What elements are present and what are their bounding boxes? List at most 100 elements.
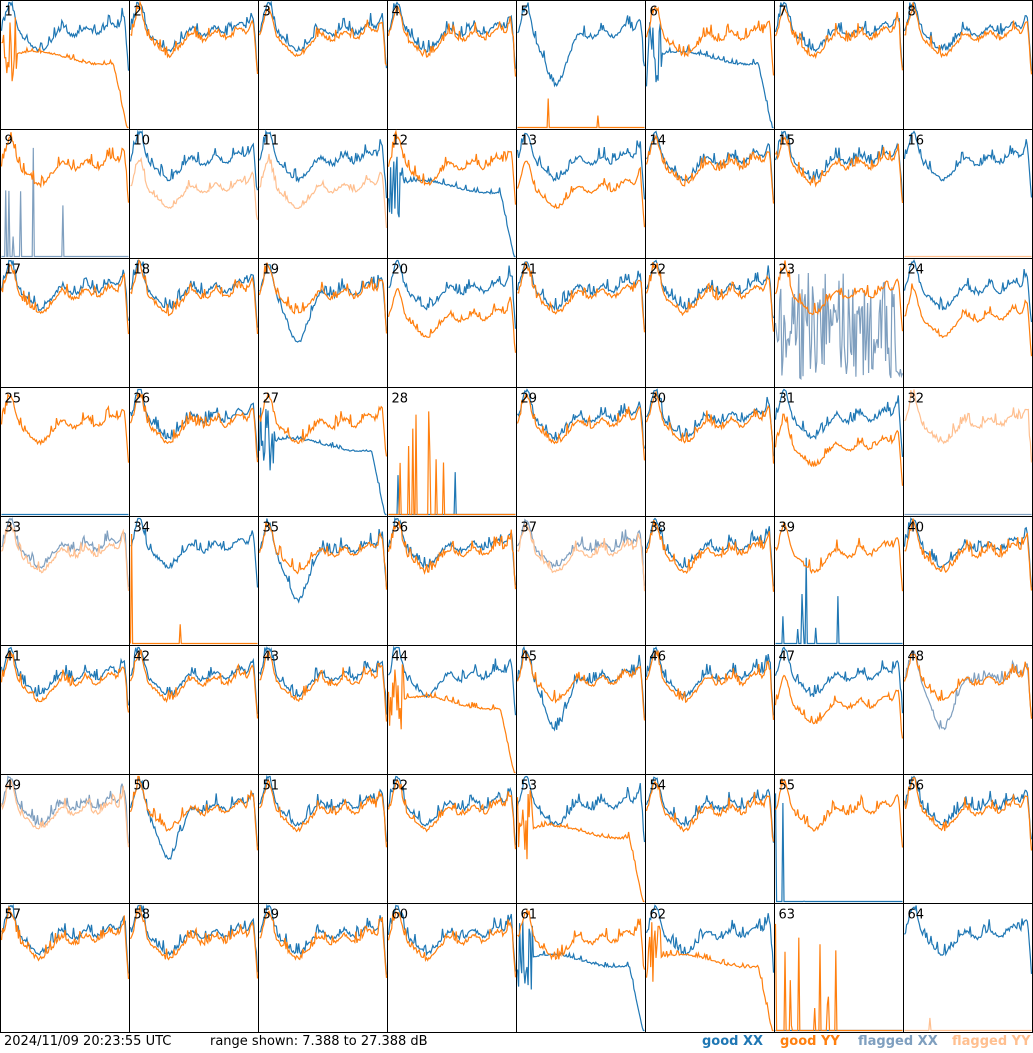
series-yy-line xyxy=(130,0,259,75)
panel-frame xyxy=(129,774,259,904)
panel-label: 13 xyxy=(521,134,538,149)
series-xx-line xyxy=(903,259,1033,323)
series-yy-line xyxy=(774,674,904,739)
panel-57: 57 xyxy=(0,903,130,1033)
panel-label: 47 xyxy=(779,650,796,665)
panel-frame xyxy=(903,258,1033,388)
panel-label: 11 xyxy=(263,134,280,149)
panel-36: 36 xyxy=(387,516,517,646)
series-xx-line xyxy=(645,22,774,129)
series-yy-line xyxy=(774,778,904,848)
range-text: range shown: 7.388 to 27.388 dB xyxy=(210,1034,428,1049)
series-xx-line xyxy=(387,775,517,846)
panel-label: 41 xyxy=(5,650,22,665)
panel-label: 59 xyxy=(263,908,280,923)
series-xx-line xyxy=(516,921,645,1032)
panel-41: 41 xyxy=(0,645,130,775)
panel-label: 24 xyxy=(908,263,925,278)
series-yy-line xyxy=(645,650,775,720)
series-yy-line xyxy=(1,17,129,129)
series-xx-line xyxy=(258,407,387,516)
panel-5: 5 xyxy=(516,0,646,130)
panel-label: 21 xyxy=(521,263,538,278)
panel-10: 10 xyxy=(129,129,259,259)
panel-37: 37 xyxy=(516,516,646,646)
panel-44: 44 xyxy=(387,645,517,775)
panel-label: 23 xyxy=(779,263,796,278)
panel-42: 42 xyxy=(129,645,259,775)
series-yy-line xyxy=(774,6,904,71)
panel-22: 22 xyxy=(645,258,775,388)
series-yy-line xyxy=(645,390,775,464)
panel-label: 55 xyxy=(779,779,796,794)
panel-label: 17 xyxy=(5,263,22,278)
panel-43: 43 xyxy=(258,645,388,775)
panel-frame xyxy=(387,903,517,1033)
series-yy-line xyxy=(0,778,130,848)
series-yy-line xyxy=(130,156,259,220)
panel-label: 8 xyxy=(908,5,916,20)
panel-label: 16 xyxy=(908,134,925,149)
panel-frame xyxy=(774,645,904,775)
series-xx-line xyxy=(774,388,904,457)
series-xx-line xyxy=(388,259,517,329)
series-xx-line xyxy=(645,776,775,843)
panel-frame xyxy=(903,387,1033,517)
series-yy-line xyxy=(645,922,774,1032)
panel-frame xyxy=(387,129,517,259)
panel-8: 8 xyxy=(903,0,1033,130)
panel-label: 28 xyxy=(392,392,409,407)
panel-frame xyxy=(774,903,904,1033)
series-xx-line xyxy=(645,904,775,973)
series-xx-line xyxy=(258,518,388,604)
panel-62: 62 xyxy=(645,903,775,1033)
series-yy-line xyxy=(129,533,258,645)
series-yy-line xyxy=(129,775,259,851)
panel-frame xyxy=(774,774,904,904)
panel-frame xyxy=(903,903,1033,1033)
panel-24: 24 xyxy=(903,258,1033,388)
panel-label: 63 xyxy=(779,908,796,923)
series-xx-line xyxy=(129,129,259,191)
panel-3: 3 xyxy=(258,0,388,130)
panel-frame xyxy=(258,0,388,130)
panel-12: 12 xyxy=(387,129,517,259)
series-yy-line xyxy=(903,652,1033,719)
panel-label: 2 xyxy=(134,5,142,20)
panel-frame xyxy=(516,774,646,904)
panel-label: 35 xyxy=(263,521,280,536)
panel-50: 50 xyxy=(129,774,259,904)
panel-frame xyxy=(0,258,130,388)
panel-33: 33 xyxy=(0,516,130,646)
panel-59: 59 xyxy=(258,903,388,1033)
series-yy-line xyxy=(774,260,904,332)
panel-label: 54 xyxy=(650,779,667,794)
series-xx-line xyxy=(517,2,646,88)
series-xx-line xyxy=(0,259,130,321)
panel-34: 34 xyxy=(129,516,259,646)
series-yy-line xyxy=(387,287,517,353)
series-yy-line xyxy=(258,262,388,334)
panel-32: 32 xyxy=(903,387,1033,517)
series-yy-line xyxy=(0,392,130,463)
panel-7: 7 xyxy=(774,0,904,130)
series-yy-line xyxy=(904,2,1033,75)
panel-39: 39 xyxy=(774,516,904,646)
panel-35: 35 xyxy=(258,516,388,646)
series-yy-line xyxy=(258,522,388,590)
panel-56: 56 xyxy=(903,774,1033,904)
panel-frame xyxy=(258,387,388,517)
panel-label: 39 xyxy=(779,521,796,536)
panel-29: 29 xyxy=(516,387,646,517)
series-yy-line xyxy=(259,153,388,229)
panel-frame xyxy=(387,258,517,388)
series-yy-line xyxy=(904,1017,1032,1032)
panel-frame xyxy=(516,129,646,259)
panel-label: 31 xyxy=(779,392,796,407)
panel-frame xyxy=(129,258,259,388)
series-xx-line xyxy=(387,904,517,972)
panel-label: 37 xyxy=(521,521,538,536)
panel-frame xyxy=(258,774,388,904)
panel-frame xyxy=(387,0,517,130)
series-yy-line xyxy=(387,911,517,978)
